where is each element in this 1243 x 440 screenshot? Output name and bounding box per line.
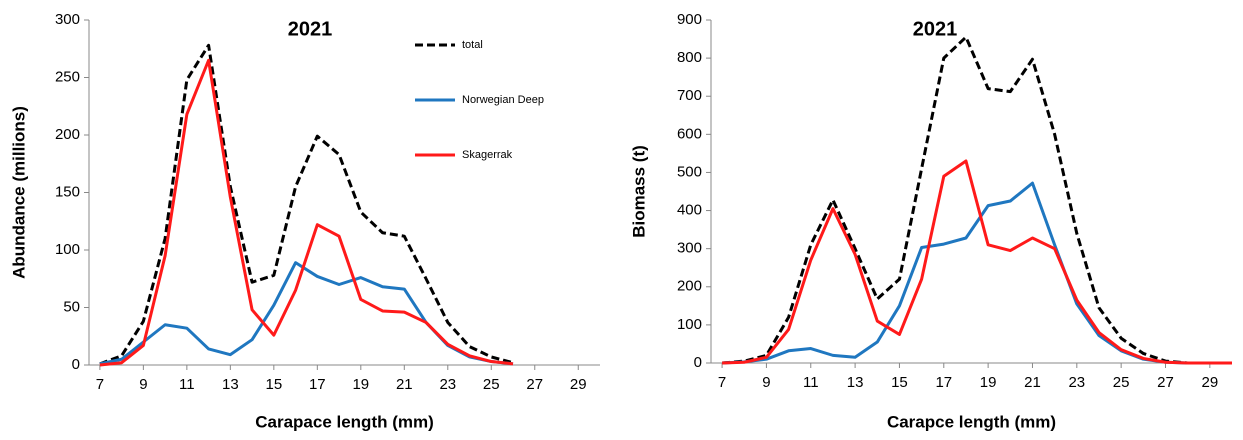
y-tick-label: 600 [677,125,702,142]
x-tick-label: 19 [980,374,997,391]
x-tick-label: 29 [570,376,587,393]
x-tick-label: 23 [439,376,456,393]
y-tick-label: 400 [677,202,702,219]
y-tick-label: 50 [63,298,80,315]
y-axis-label: Abundance (millions) [9,106,28,279]
series-line [99,43,514,366]
x-tick-label: 7 [718,374,726,391]
x-tick-label: 15 [891,374,908,391]
y-tick-label: 900 [677,11,702,28]
y-tick-label: 800 [677,49,702,66]
x-tick-label: 17 [935,374,952,391]
series-line [721,35,1232,365]
chart-title: 2021 [913,18,958,40]
y-tick-label: 250 [55,68,80,85]
x-tick-label: 13 [847,374,864,391]
x-tick-label: 9 [762,374,770,391]
x-axis-label: Carapace length (mm) [255,412,434,431]
x-tick-label: 25 [483,376,500,393]
x-tick-label: 11 [803,374,819,391]
x-tick-label: 29 [1201,374,1218,391]
y-tick-label: 0 [72,356,80,373]
x-tick-label: 25 [1113,374,1130,391]
y-tick-label: 100 [55,241,80,258]
y-tick-label: 500 [677,163,702,180]
y-axis-label: Biomass (t) [629,145,648,238]
legend-label: total [462,39,483,51]
y-tick-label: 300 [677,240,702,257]
chart-title: 2021 [288,18,333,40]
y-tick-label: 200 [677,278,702,295]
x-tick-label: 11 [179,376,195,393]
x-tick-label: 9 [139,376,147,393]
series-line [722,181,1232,365]
x-tick-label: 7 [96,376,104,393]
series-line [722,159,1232,365]
x-tick-label: 21 [1024,374,1041,391]
x-tick-label: 23 [1068,374,1085,391]
y-tick-label: 200 [55,126,80,143]
y-tick-label: 700 [677,87,702,104]
x-tick-label: 17 [309,376,326,393]
legend-label: Norwegian Deep [462,94,544,106]
x-tick-label: 13 [222,376,239,393]
series-line [99,261,514,366]
x-tick-label: 27 [526,376,543,393]
legend-label: Skagerrak [462,149,513,161]
series-line [99,58,514,367]
x-tick-label: 21 [396,376,413,393]
x-tick-label: 15 [265,376,282,393]
y-tick-label: 0 [694,354,702,371]
x-axis-label: Carapce length (mm) [887,412,1056,431]
x-tick-label: 27 [1157,374,1174,391]
y-tick-label: 100 [677,316,702,333]
y-tick-label: 150 [55,183,80,200]
y-tick-label: 300 [55,11,80,28]
x-tick-label: 19 [352,376,369,393]
